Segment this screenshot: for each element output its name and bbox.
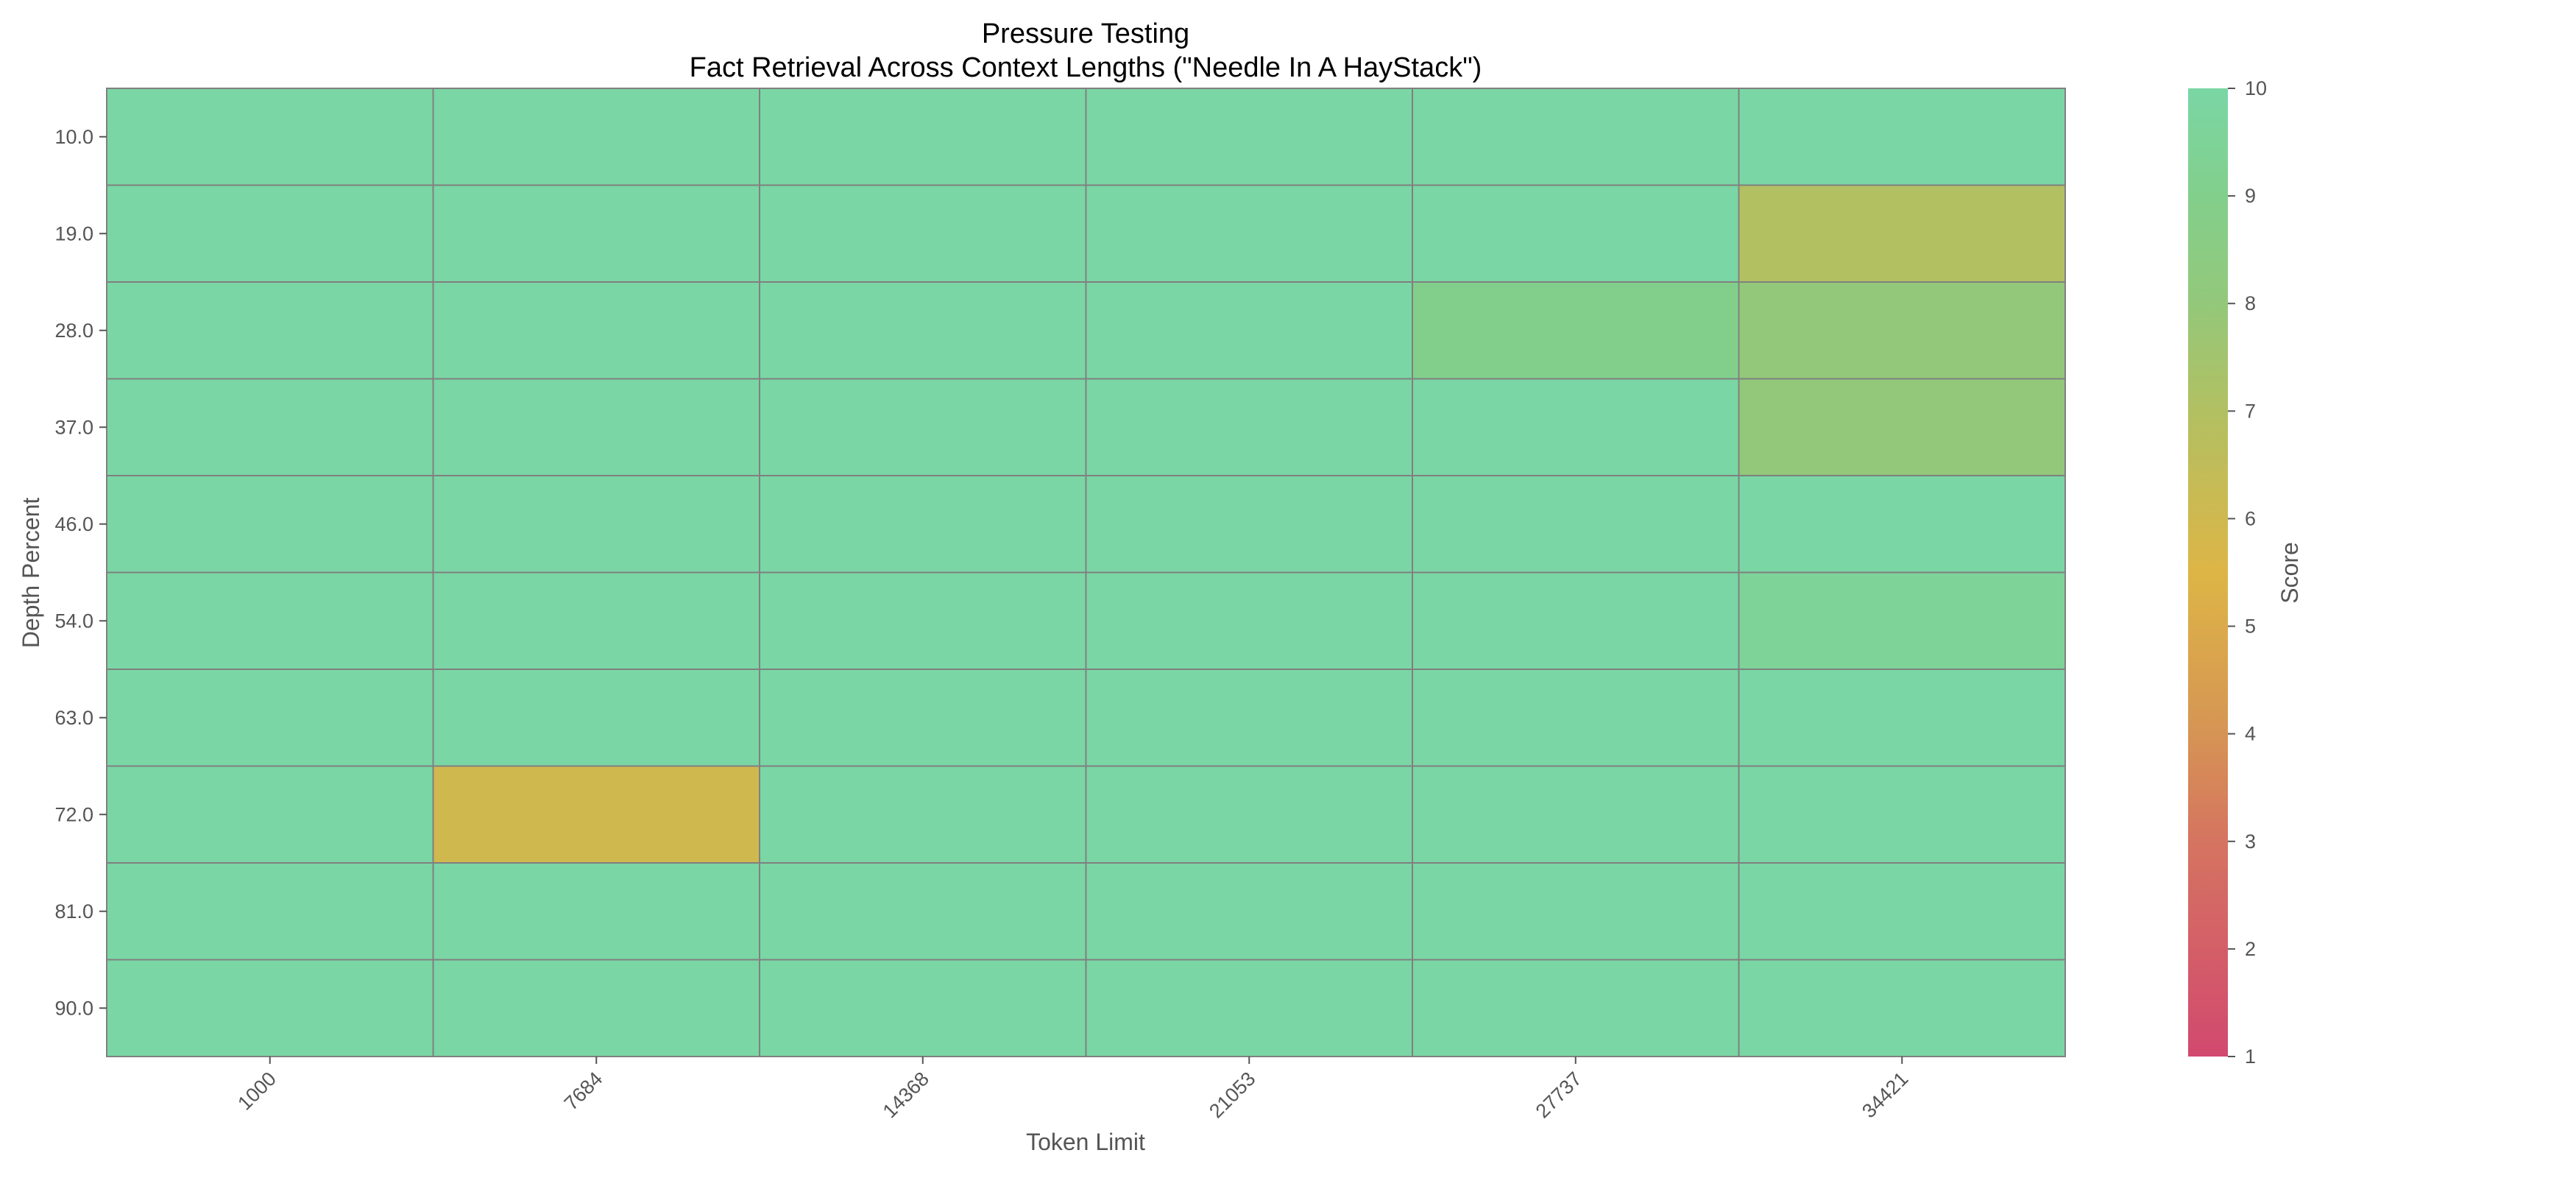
heatmap-cell [759,378,1087,476]
colorbar-tick-label: 7 [2245,400,2256,422]
x-axis-label: Token Limit [1026,1129,1145,1155]
heatmap-cell [1738,862,2066,961]
y-tick-label: 81.0 [54,900,93,923]
heatmap-cell [1738,378,2066,476]
heatmap-cell [1412,862,1740,961]
x-tick-label: 34421 [1858,1068,1912,1122]
colorbar-tick-label: 8 [2245,292,2256,314]
heatmap-cell [432,765,760,864]
x-axis-ticks: 1000 7684 14368 21053 27737 34421 [233,1057,1912,1122]
heatmap-cell [106,475,434,574]
heatmap-cell [1412,669,1740,767]
heatmap-cell [759,669,1087,767]
heatmap-cell [1412,378,1740,476]
y-tick-label: 28.0 [54,320,93,342]
colorbar-tick-label: 5 [2245,616,2256,638]
heatmap-cell [759,184,1087,283]
heatmap-cell [1412,475,1740,574]
x-tick-label: 7684 [560,1068,607,1115]
heatmap-cell [1085,959,1413,1057]
heatmap-cell [106,571,434,670]
y-axis-label: Depth Percent [18,498,44,649]
heatmap-cell [1412,88,1740,186]
y-tick-label: 46.0 [54,513,93,535]
heatmap-cell [1738,88,2066,186]
colorbar-tick-label: 9 [2245,185,2256,207]
x-tick-label: 1000 [233,1068,280,1115]
heatmap-cell [106,184,434,283]
heatmap-cell [759,475,1087,574]
y-tick-label: 37.0 [54,416,93,438]
y-tick-label: 54.0 [54,610,93,632]
heatmap-cell [106,88,434,186]
colorbar-tick-label: 6 [2245,507,2256,529]
colorbar [2188,88,2228,1057]
colorbar-label: Score [2276,542,2303,604]
heatmap-cell [759,959,1087,1057]
heatmap-cell [759,571,1087,670]
heatmap-cell [759,281,1087,380]
y-tick-label: 63.0 [54,707,93,729]
heatmap-cell [1085,88,1413,186]
heatmap-cell [1412,281,1740,380]
y-tick-label: 19.0 [54,222,93,244]
heatmap-cell [1085,475,1413,574]
x-tick-label: 27737 [1532,1068,1586,1122]
chart-subtitle: Fact Retrieval Across Context Lengths ("… [690,52,1482,83]
heatmap-cell [106,378,434,476]
heatmap-cell [1085,765,1413,864]
heatmap-cell [1738,184,2066,283]
colorbar-tick-label: 4 [2245,723,2256,745]
heatmap-cell [1085,281,1413,380]
heatmap-cell [432,669,760,767]
heatmap-cell [1412,765,1740,864]
heatmap-cell [432,184,760,283]
colorbar-tick-label: 3 [2245,830,2256,853]
heatmap-cell [1412,184,1740,283]
heatmap-cell [1085,571,1413,670]
heatmap-cell [1085,378,1413,476]
y-tick-label: 72.0 [54,803,93,825]
heatmap-cell [1738,281,2066,380]
heatmap-cell [759,765,1087,864]
heatmap-cell [106,281,434,380]
heatmap-cell [432,281,760,380]
x-tick-label: 14368 [879,1068,933,1122]
heatmap-cell [1085,184,1413,283]
colorbar-tick-label: 10 [2245,77,2267,99]
heatmap-cell [1738,475,2066,574]
heatmap-cell [432,571,760,670]
y-tick-label: 90.0 [54,997,93,1019]
heatmap-cell [1738,571,2066,670]
heatmap-cell [1738,765,2066,864]
heatmap-cell [432,862,760,961]
heatmap-cell [106,959,434,1057]
heatmap-cell [1412,571,1740,670]
heatmap-cell [1412,959,1740,1057]
heatmap-cell [106,862,434,961]
heatmap-cell [759,88,1087,186]
heatmap-cell [106,765,434,864]
x-tick-label: 21053 [1205,1068,1259,1122]
colorbar-tick-label: 2 [2245,938,2256,960]
colorbar-tick-label: 1 [2245,1045,2256,1068]
heatmap-cell [432,378,760,476]
heatmap-cell [432,88,760,186]
heatmap-cells [106,88,2066,1057]
heatmap-cell [106,669,434,767]
heatmap-cell [759,862,1087,961]
colorbar-ticks: 1 2 3 4 5 6 7 8 9 10 [2228,77,2267,1068]
heatmap-cell [1085,862,1413,961]
heatmap-cell [1738,959,2066,1057]
heatmap-cell [432,959,760,1057]
heatmap-cell [432,475,760,574]
heatmap-cell [1085,669,1413,767]
y-axis-ticks: 10.0 19.0 28.0 37.0 46.0 54.0 63.0 72.0 81.0 90.0 [54,126,107,1019]
chart-title: Pressure Testing [982,18,1189,49]
y-tick-label: 10.0 [54,126,93,148]
heatmap-cell [1738,669,2066,767]
